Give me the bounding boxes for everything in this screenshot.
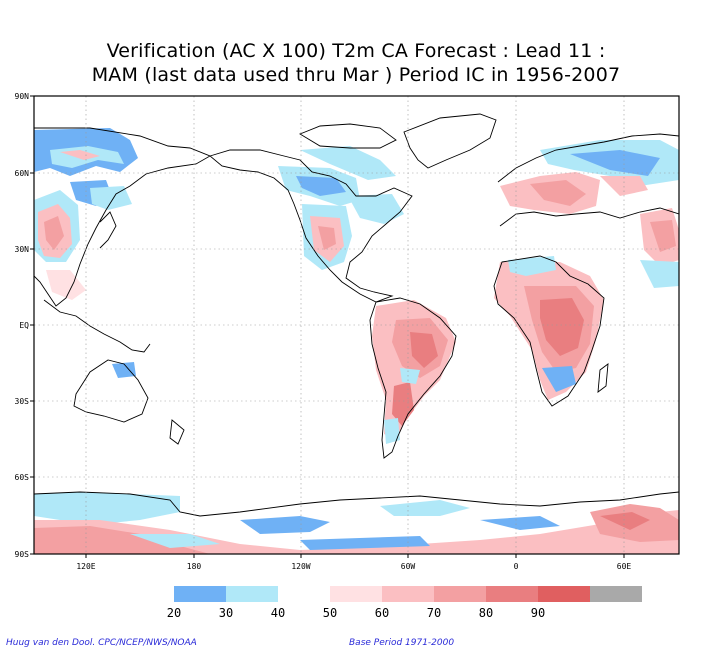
coast-europe xyxy=(497,133,679,183)
coast-new-zealand xyxy=(169,419,185,445)
legend-label-80: 80 xyxy=(479,606,493,620)
lat-label-eq: EQ xyxy=(19,321,29,330)
coast-se-asia xyxy=(43,299,151,353)
map-title-line-1: Verification (AC X 100) T2m CA Forecast … xyxy=(106,40,606,62)
coast-arctic-islands xyxy=(298,123,397,149)
lon-label-120e: 120E xyxy=(76,562,95,571)
coast-africa xyxy=(493,255,605,407)
lon-label-0: 0 xyxy=(514,562,519,571)
lat-label-90n: 90N xyxy=(15,92,30,101)
field-patch-antarctica xyxy=(34,492,180,524)
lat-label-60s: 60S xyxy=(15,473,30,482)
lat-label-30s: 30S xyxy=(15,397,30,406)
lon-label-120w: 120W xyxy=(291,562,310,571)
coast-antarctica xyxy=(34,491,679,517)
base-period-text: Base Period 1971-2000 xyxy=(349,638,455,648)
lat-label-90s: 90S xyxy=(15,550,30,559)
coast-australia xyxy=(73,359,149,423)
legend-swatch-40-50 xyxy=(330,586,382,602)
legend-swatch-70-80 xyxy=(486,586,538,602)
coast-eurasia-east xyxy=(34,127,212,307)
legend-label-30: 30 xyxy=(219,606,233,620)
lat-label-60n: 60N xyxy=(15,169,30,178)
color-legend xyxy=(174,586,642,602)
coast-madagascar xyxy=(597,363,609,393)
map-title-line-2: MAM (last data used thru Mar ) Period IC… xyxy=(91,64,621,86)
lon-label-180: 180 xyxy=(187,562,202,571)
legend-label-40: 40 xyxy=(271,606,285,620)
legend-label-20: 20 xyxy=(167,606,181,620)
coast-greenland xyxy=(403,113,497,169)
legend-label-90: 90 xyxy=(531,606,545,620)
lon-label-60e: 60E xyxy=(617,562,632,571)
coast-north-america xyxy=(209,149,413,303)
coastlines xyxy=(34,113,679,517)
legend-swatch-20-30 xyxy=(226,586,278,602)
legend-swatch-above-90 xyxy=(590,586,642,602)
coast-japan xyxy=(99,211,117,249)
coast-south-america xyxy=(369,297,457,459)
lon-label-60w: 60W xyxy=(401,562,416,571)
legend-label-50: 50 xyxy=(323,606,337,620)
legend-label-70: 70 xyxy=(427,606,441,620)
legend-swatch-60-70 xyxy=(434,586,486,602)
legend-swatch-below-20 xyxy=(174,586,226,602)
lat-label-30n: 30N xyxy=(15,245,30,254)
legend-swatch-30-40 xyxy=(278,586,330,602)
legend-swatch-50-60 xyxy=(382,586,434,602)
legend-label-60: 60 xyxy=(375,606,389,620)
credit-text: Huug van den Dool. CPC/NCEP/NWS/NOAA xyxy=(6,638,197,648)
legend-swatch-80-90 xyxy=(538,586,590,602)
anomaly-field xyxy=(34,128,679,554)
tick-marks xyxy=(30,95,625,558)
